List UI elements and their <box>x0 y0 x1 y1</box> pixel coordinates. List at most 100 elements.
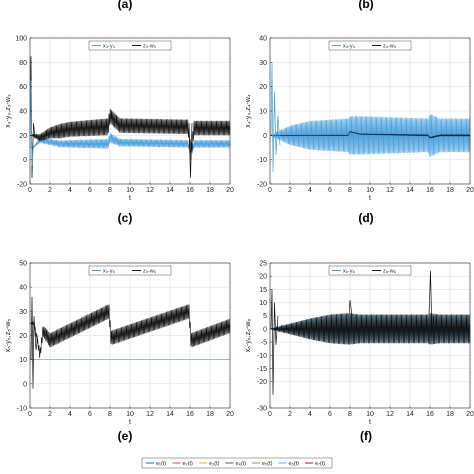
y-tick-label: 40 <box>259 36 267 43</box>
x-tick-label: 0 <box>268 411 272 418</box>
x-axis-label: t <box>129 195 131 202</box>
x-tick-label: 12 <box>146 411 154 418</box>
legend-box <box>88 265 172 276</box>
bottom-legend: e₁(t) e₂(t) e₃(t) e₄(t) e₅(t) e₆(t) e₇(t) <box>141 457 333 469</box>
legend-label: z₆-w₆ <box>383 269 396 275</box>
y-tick-label: -20 <box>257 182 267 189</box>
x-tick-label: 12 <box>386 411 394 418</box>
y-tick-label: 20 <box>19 333 27 340</box>
legend: x₄-y₄ z₄-w₄ <box>328 40 412 51</box>
legend-label: x₄-y₄ <box>343 44 356 50</box>
x-tick-label: 14 <box>166 187 174 194</box>
x-tick-label: 10 <box>366 411 374 418</box>
y-tick-label: -10 <box>257 157 267 164</box>
legend-box <box>328 40 412 51</box>
y-tick-label: -5 <box>261 340 267 347</box>
panel-label-f: (f) <box>360 429 372 443</box>
legend-label: z₅-w₅ <box>143 269 156 275</box>
chart-4: 0 2 4 6 8 10 12 14 16 18 20 -30 -20 -15 -10 -5 0 5 10 15 20 2… <box>245 261 474 427</box>
series-line-2 <box>29 304 231 359</box>
x-tick-label: 0 <box>28 411 32 418</box>
x-tick-label: 8 <box>108 187 112 194</box>
y-tick-label: 5 <box>263 313 267 320</box>
x-axis-label: t <box>369 195 371 202</box>
y-tick-label: 20 <box>259 274 267 281</box>
y-tick-label: 80 <box>19 60 27 67</box>
y-tick-label: -10 <box>17 406 27 413</box>
transient-spike <box>30 296 39 389</box>
x-tick-label: 4 <box>308 187 312 194</box>
legend: x₃-y₃ z₃-w₃ <box>88 40 172 51</box>
y-tick-label: 10 <box>259 300 267 307</box>
chart-3: 0 2 4 6 8 10 12 14 16 18 20-1001020304050tx₅-y₅,z₅… <box>5 261 234 427</box>
x-tick-label: 4 <box>68 411 72 418</box>
x-tick-label: 18 <box>446 187 454 194</box>
bottom-legend-label: e₆(t) <box>289 461 300 467</box>
series-line-1 <box>29 133 231 158</box>
x-tick-label: 2 <box>288 187 292 194</box>
y-tick-label: 0 <box>263 326 267 333</box>
bottom-legend-label: e₇(t) <box>315 461 325 467</box>
x-tick-label: 16 <box>186 411 194 418</box>
y-tick-label: 30 <box>19 309 27 316</box>
x-tick-label: 6 <box>88 187 92 194</box>
transient-spike <box>188 123 193 178</box>
legend-label: z₃-w₃ <box>143 44 156 50</box>
x-tick-label: 16 <box>186 187 194 194</box>
y-tick-label: 50 <box>19 261 27 268</box>
x-tick-label: 4 <box>308 411 312 418</box>
x-tick-label: 16 <box>426 187 434 194</box>
chart-1: 0 2 4 6 8 10 12 14 16 18 20-20020406080100tx₃-y₃,z… <box>5 36 234 203</box>
x-tick-label: 20 <box>466 411 474 418</box>
series-line-2 <box>270 131 471 139</box>
chart-2: 0 2 4 6 8 10 12 14 16 18 20 -20 -10 0 10 20 30 40 t x₄-y₄,z… <box>245 36 474 203</box>
legend-label: x₃-y₃ <box>103 44 115 50</box>
x-tick-label: 14 <box>406 411 414 418</box>
x-tick-label: 20 <box>226 411 234 418</box>
transient-spike <box>29 80 34 166</box>
x-tick-label: 2 <box>288 411 292 418</box>
bottom-legend-label: e₂(t) <box>183 461 194 467</box>
x-tick-label: 0 <box>268 187 272 194</box>
x-tick-label: 0 <box>28 187 32 194</box>
bottom-legend-label: e₁(t) <box>156 461 166 467</box>
y-axis-label: x₅-y₅,z₅-w₅ <box>5 319 12 353</box>
y-tick-label: 0 <box>23 381 27 388</box>
y-axis-label: x₃-y₃,z₃-w₃ <box>5 94 12 128</box>
y-tick-label: 0 <box>263 133 267 140</box>
x-tick-label: 8 <box>348 411 352 418</box>
x-tick-label: 10 <box>126 411 134 418</box>
legend: x₆-y₆ z₆-w₆ <box>328 265 412 276</box>
y-tick-label: 0 <box>23 157 27 164</box>
y-axis-label: x₆-y₆,z₆-w₆ <box>245 319 252 353</box>
y-tick-label: 10 <box>19 357 27 364</box>
y-tick-label: 25 <box>259 261 267 268</box>
y-tick-label: -20 <box>257 379 267 386</box>
panel-label-b: (b) <box>358 0 373 11</box>
x-tick-label: 18 <box>206 187 214 194</box>
y-tick-label: 20 <box>19 133 27 140</box>
y-tick-label: 15 <box>259 287 267 294</box>
series-line-1 <box>269 114 471 157</box>
x-tick-label: 8 <box>108 411 112 418</box>
y-tick-label: 100 <box>15 36 27 43</box>
transient-spike <box>348 299 353 316</box>
transient-spike <box>428 270 434 337</box>
y-tick-label: 40 <box>19 109 27 116</box>
series-line-2 <box>269 313 471 345</box>
y-tick-label: -15 <box>257 366 267 373</box>
y-tick-label: 40 <box>19 285 27 292</box>
x-tick-label: 12 <box>146 187 154 194</box>
legend-label: x₅-y₅ <box>103 269 115 275</box>
x-tick-label: 12 <box>386 187 394 194</box>
x-tick-label: 14 <box>406 187 414 194</box>
x-tick-label: 14 <box>166 411 174 418</box>
panel-label-e: (e) <box>118 429 133 443</box>
legend-label: z₄-w₄ <box>383 44 397 50</box>
legend-box <box>88 40 172 51</box>
x-tick-label: 6 <box>88 411 92 418</box>
bottom-legend-label: e₄(t) <box>236 461 247 467</box>
y-tick-label: -10 <box>257 353 267 360</box>
y-tick-label: 60 <box>19 84 27 91</box>
chart-panels: 0 2 4 6 8 10 12 14 16 18 20-20020406080100tx₃-y₃,z… <box>5 36 474 427</box>
